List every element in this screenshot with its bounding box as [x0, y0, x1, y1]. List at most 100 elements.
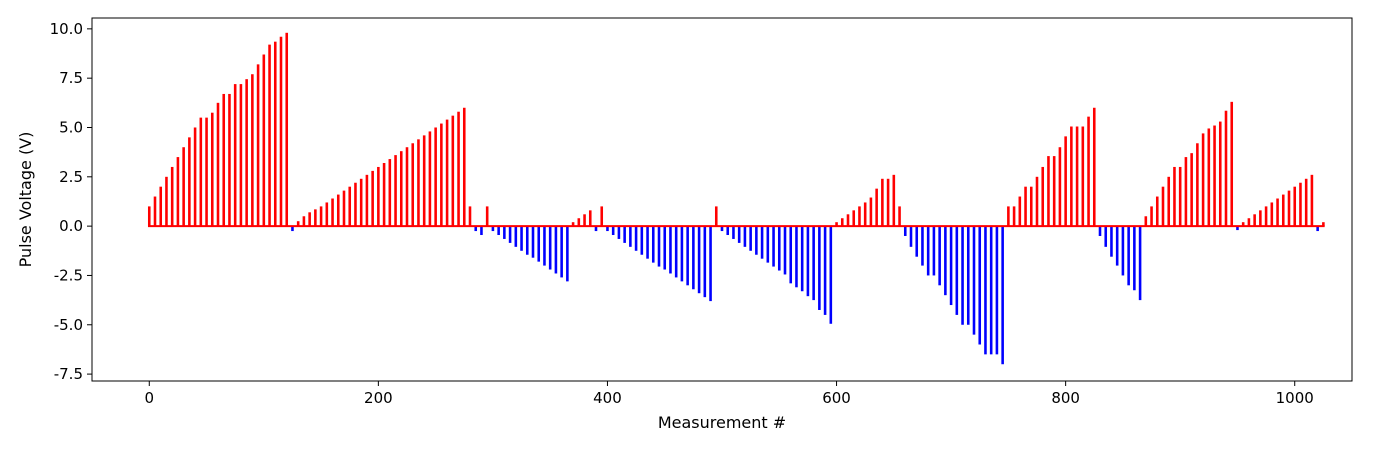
bar: [228, 93, 231, 227]
bar: [251, 74, 254, 227]
bar: [1070, 126, 1073, 227]
bar: [1127, 226, 1130, 286]
bar: [1115, 226, 1119, 266]
bar: [1196, 143, 1199, 227]
bar: [279, 36, 283, 227]
bar: [342, 190, 346, 227]
bar: [1024, 186, 1027, 227]
bar: [268, 44, 271, 227]
bar: [915, 226, 919, 257]
bar: [600, 206, 604, 227]
bar: [651, 226, 655, 263]
bar: [669, 226, 672, 274]
bar: [926, 226, 930, 276]
bar: [571, 222, 575, 227]
bar: [921, 226, 924, 266]
bar: [846, 214, 850, 227]
x-axis-label: Measurement #: [658, 413, 786, 432]
bar: [159, 186, 163, 227]
bar: [440, 123, 443, 227]
bar: [199, 117, 203, 227]
bar: [1247, 218, 1251, 227]
bar: [760, 226, 764, 259]
bar: [577, 218, 581, 227]
bar: [1213, 125, 1216, 227]
x-tick-label: 800: [1051, 389, 1080, 407]
bar: [205, 117, 208, 227]
y-tick-label: 0.0: [59, 217, 83, 235]
bar: [1299, 182, 1302, 227]
bar: [909, 226, 913, 247]
bar: [611, 226, 615, 236]
x-tick-label: 1000: [1276, 389, 1314, 407]
bar: [663, 226, 667, 270]
bar: [371, 170, 374, 227]
bar: [829, 226, 833, 324]
bar: [462, 107, 466, 227]
bar: [697, 226, 701, 294]
bar: [1207, 128, 1211, 227]
y-axis: -7.5 -5.0 -2.5 0.0 2.5 5.0 7.5 10.0: [50, 20, 92, 383]
bar: [818, 226, 821, 310]
bar: [503, 226, 506, 239]
bar: [978, 226, 982, 345]
bar: [1259, 210, 1262, 227]
bar: [1075, 126, 1079, 227]
bar: [1150, 206, 1153, 227]
bar: [1264, 206, 1268, 227]
bar: [583, 214, 586, 227]
bar: [531, 226, 535, 258]
bar: [1138, 226, 1142, 301]
bar: [1236, 226, 1239, 231]
bar: [657, 226, 661, 267]
bar: [823, 226, 827, 315]
bar: [875, 188, 878, 227]
bar: [1201, 133, 1205, 227]
bar: [233, 84, 237, 227]
bar: [795, 226, 798, 288]
bar: [520, 226, 523, 251]
bar: [972, 226, 976, 335]
bar: [491, 226, 495, 232]
bar: [737, 226, 741, 243]
bar: [480, 226, 483, 236]
bar: [1104, 226, 1108, 247]
bar: [892, 174, 896, 227]
bar: [1190, 153, 1193, 227]
bar: [772, 226, 775, 267]
bar: [984, 226, 987, 355]
bar: [789, 226, 793, 284]
y-tick-label: -5.0: [54, 316, 83, 334]
bar: [399, 151, 403, 227]
bar: [720, 226, 724, 232]
bar: [457, 111, 460, 227]
bar: [262, 54, 266, 227]
bar: [348, 186, 352, 227]
bar: [331, 198, 334, 227]
bar: [411, 143, 415, 227]
bar: [869, 197, 873, 227]
bar: [989, 226, 993, 355]
bar: [405, 147, 409, 227]
bar: [1241, 222, 1245, 227]
bar: [377, 166, 380, 227]
bar: [165, 176, 168, 227]
plot-frame: [91, 17, 1353, 382]
bar: [961, 226, 964, 325]
bar: [1224, 110, 1228, 227]
bar: [944, 226, 947, 296]
bar: [1304, 178, 1308, 227]
bar: [686, 226, 689, 286]
bar: [783, 226, 787, 275]
bar: [319, 206, 323, 227]
bar: [485, 206, 489, 227]
bar: [1144, 216, 1148, 227]
x-tick-label: 600: [822, 389, 851, 407]
bar: [497, 226, 500, 236]
bar: [949, 226, 953, 306]
bar: [1121, 226, 1125, 276]
bar: [1098, 226, 1102, 236]
bar: [1270, 202, 1274, 227]
bar: [359, 178, 363, 227]
